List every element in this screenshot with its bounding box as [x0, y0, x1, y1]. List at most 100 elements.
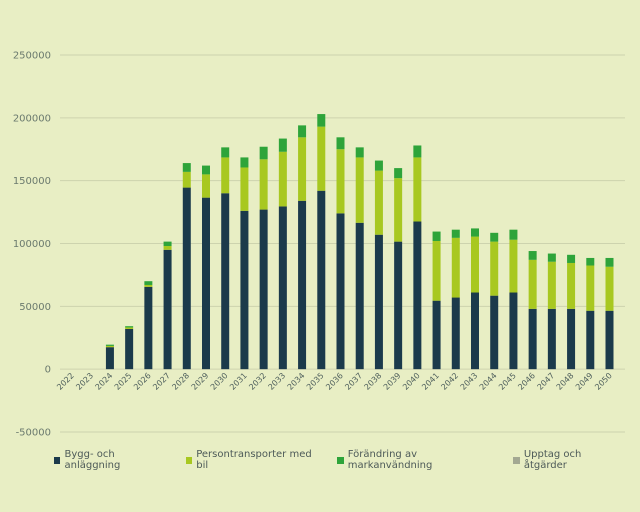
bar-segment	[547, 253, 556, 262]
y-tick-label: 100000	[13, 239, 51, 250]
x-tick-label: 2028	[170, 371, 191, 392]
bar-segment	[394, 178, 403, 242]
bar-segment	[317, 126, 326, 191]
y-tick-label: 50000	[19, 302, 51, 313]
bar-segment	[586, 310, 595, 370]
bar-segment	[451, 297, 460, 370]
bar-segment	[509, 292, 518, 370]
bar-segment	[298, 137, 307, 201]
bar-segment	[490, 232, 499, 242]
y-tick-label: 200000	[13, 113, 51, 124]
bar-segment	[221, 193, 230, 370]
bar-segment	[355, 222, 364, 370]
x-tick-label: 2025	[113, 371, 134, 392]
bar-segment	[163, 246, 172, 250]
bar-segment	[413, 221, 422, 370]
x-tick-label: 2043	[459, 371, 480, 392]
x-tick-label: 2024	[94, 371, 115, 392]
bar-segment	[202, 165, 210, 175]
bar-segment	[605, 266, 614, 311]
bar-segment	[471, 228, 479, 237]
x-tick-label: 2027	[151, 371, 172, 392]
x-tick-label: 2044	[478, 371, 499, 392]
legend-item: Förändring av markanvändning	[337, 449, 493, 471]
x-tick-label: 2039	[382, 371, 403, 392]
bar-segment	[163, 241, 172, 247]
x-tick-label: 2034	[286, 371, 307, 392]
bar-segment	[163, 249, 172, 370]
y-axis-ticks: 250000 200000 150000 100000 50000 0 -50000	[13, 51, 51, 439]
x-tick-label: 2035	[305, 371, 326, 392]
bar-segment	[182, 171, 191, 188]
bar-segment	[355, 147, 364, 158]
bar-segment	[221, 157, 230, 194]
bar-segment	[374, 170, 383, 235]
legend-item: Bygg- och anläggning	[54, 449, 166, 471]
bar-segment	[413, 145, 422, 158]
bar-segment	[567, 262, 576, 309]
bars	[105, 114, 614, 370]
y-tick-label: 0	[45, 365, 51, 376]
bar-segment	[259, 159, 268, 210]
legend-swatch	[54, 456, 61, 464]
x-axis-ticks: 2022202320242025202620272028202920302031…	[55, 371, 614, 392]
x-tick-label: 2040	[401, 371, 422, 392]
bar-segment	[240, 167, 249, 211]
bar-segment	[125, 328, 134, 370]
bar-segment	[394, 168, 403, 179]
bar-segment	[317, 190, 326, 370]
bar-segment	[317, 114, 326, 127]
bar-segment	[202, 197, 210, 370]
bar-segment	[336, 213, 345, 370]
bar-segment	[336, 137, 345, 150]
bar-segment	[144, 286, 153, 370]
bar-segment	[105, 344, 114, 346]
bar-segment	[394, 241, 403, 370]
bar-segment	[298, 125, 307, 138]
stacked-bar-chart: 250000 200000 150000 100000 50000 0 -50000 202…	[13, 51, 625, 439]
bar-segment	[509, 239, 518, 293]
bar-segment	[240, 210, 249, 370]
legend-label: Bygg- och anläggning	[64, 449, 121, 471]
x-tick-label: 2045	[497, 371, 518, 392]
legend-swatch	[185, 456, 193, 464]
bar-segment	[471, 236, 479, 293]
bar-segment	[182, 187, 191, 370]
x-tick-label: 2033	[267, 371, 288, 392]
x-tick-label: 2041	[420, 371, 441, 392]
bar-segment	[259, 146, 268, 160]
bar-segment	[605, 257, 614, 267]
bar-segment	[278, 206, 287, 370]
bar-segment	[528, 251, 537, 260]
x-tick-label: 2031	[228, 371, 249, 392]
x-tick-label: 2049	[574, 371, 595, 392]
y-tick-label: -50000	[16, 428, 51, 439]
y-tick-label: 250000	[13, 51, 51, 62]
bar-segment	[567, 254, 576, 263]
bar-segment	[451, 237, 460, 298]
bar-segment	[605, 310, 614, 370]
bar-segment	[105, 347, 114, 370]
legend-swatch	[513, 456, 520, 464]
bar-segment	[432, 300, 441, 370]
bar-segment	[471, 292, 479, 370]
legend-swatch	[337, 456, 344, 464]
x-tick-label: 2047	[536, 371, 557, 392]
x-tick-label: 2050	[593, 371, 614, 392]
x-tick-label: 2036	[324, 371, 345, 392]
x-tick-label: 2026	[132, 371, 153, 392]
bar-segment	[355, 157, 364, 223]
bar-segment	[202, 174, 210, 198]
x-tick-label: 2048	[555, 371, 576, 392]
legend-item: Persontransporter med bil	[185, 449, 318, 471]
bar-segment	[490, 241, 499, 296]
bar-segment	[432, 240, 441, 301]
bar-segment	[278, 138, 287, 152]
bar-segment	[567, 308, 576, 370]
bar-segment	[125, 326, 134, 328]
x-tick-label: 2042	[439, 371, 460, 392]
x-tick-label: 2029	[190, 371, 211, 392]
legend-item: Upptag och åtgärder	[513, 449, 620, 471]
bar-segment	[125, 327, 134, 329]
bar-segment	[240, 157, 249, 168]
